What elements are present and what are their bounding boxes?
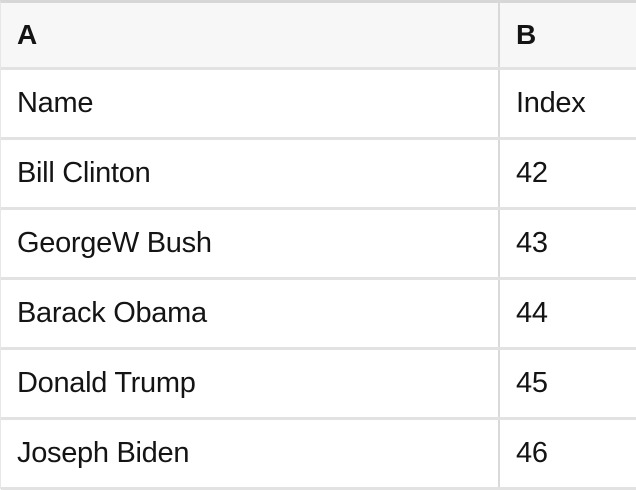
column-header-b[interactable]: B <box>498 3 636 67</box>
cell-b1[interactable]: Index <box>498 70 636 137</box>
table-row: Bill Clinton 42 <box>1 140 636 210</box>
cell-b4[interactable]: 44 <box>498 280 636 347</box>
cell-b2[interactable]: 42 <box>498 140 636 207</box>
table-row: Donald Trump 45 <box>1 350 636 420</box>
cell-b3[interactable]: 43 <box>498 210 636 277</box>
cell-b5[interactable]: 45 <box>498 350 636 417</box>
table-row: Barack Obama 44 <box>1 280 636 350</box>
cell-a6[interactable]: Joseph Biden <box>17 437 190 469</box>
cell-b6[interactable]: 46 <box>498 420 636 487</box>
column-header-row: A B <box>1 3 636 70</box>
cell-a4[interactable]: Barack Obama <box>17 297 207 329</box>
cell-a3[interactable]: GeorgeW Bush <box>17 227 212 259</box>
column-header-a[interactable]: A <box>1 3 498 67</box>
table-row: Name Index <box>1 70 636 140</box>
cell-a1[interactable]: Name <box>17 87 94 119</box>
table-row: Joseph Biden 46 <box>1 420 636 490</box>
cell-a2[interactable]: Bill Clinton <box>17 157 151 189</box>
cell-a5[interactable]: Donald Trump <box>17 367 196 399</box>
table-row: GeorgeW Bush 43 <box>1 210 636 280</box>
